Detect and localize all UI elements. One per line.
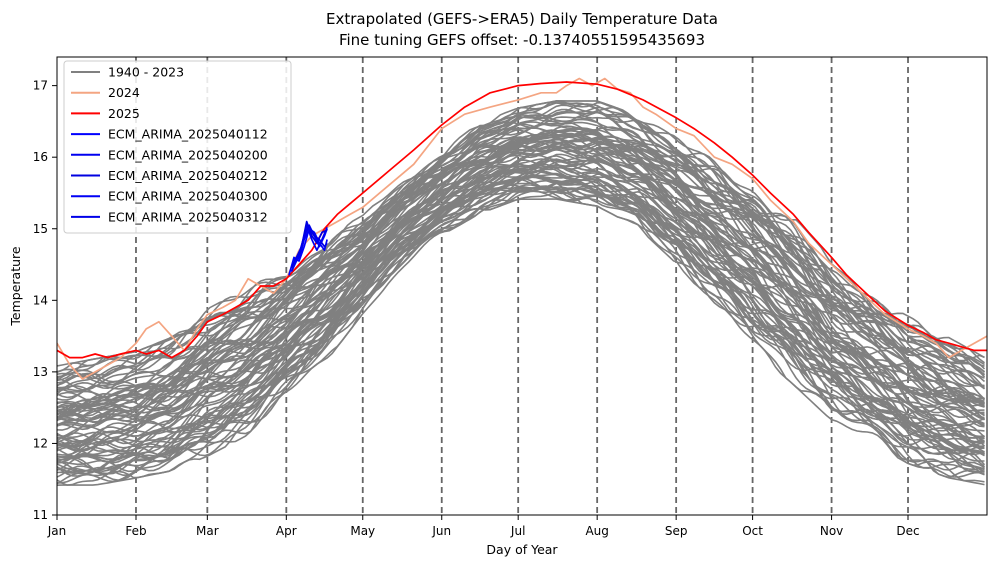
x-axis-ticks: Jan Feb Mar Apr May Jun Jul Aug Sep Oct Nov Dec (47, 515, 920, 538)
y-axis-ticks: 11 12 13 14 15 16 17 (33, 79, 57, 522)
legend-label: ECM_ARIMA_2025040212 (108, 168, 268, 183)
y-tick-label: 11 (33, 508, 48, 522)
historical-year-line (57, 101, 985, 367)
historical-year-line (57, 174, 985, 464)
x-tick-label: Feb (125, 524, 146, 538)
historical-year-line (57, 126, 986, 403)
chart-subtitle: Fine tuning GEFS offset: -0.137405515954… (339, 31, 705, 49)
x-tick-label: Sep (665, 524, 688, 538)
x-tick-label: Oct (742, 524, 763, 538)
series-line-ecm_arima_2025040312 (293, 224, 328, 262)
y-tick-label: 12 (33, 436, 48, 450)
historical-year-line (57, 185, 985, 477)
legend-box (63, 60, 292, 234)
historical-year-line (57, 154, 985, 440)
x-tick-label: Jun (431, 524, 451, 538)
historical-year-line (57, 159, 985, 443)
historical-year-line (57, 163, 985, 462)
plot-frame (56, 56, 988, 516)
x-tick-label: May (350, 524, 375, 538)
y-tick-label: 17 (33, 79, 48, 93)
x-tick-label: Apr (276, 524, 297, 538)
plot-area (57, 57, 987, 515)
y-tick-label: 13 (33, 365, 48, 379)
x-axis-label: Day of Year (486, 542, 558, 557)
legend-label: ECM_ARIMA_2025040200 (108, 147, 268, 162)
historical-year-line (57, 125, 985, 406)
y-axis-label: Temperature (8, 246, 23, 326)
x-tick-label: Nov (820, 524, 843, 538)
legend-items: 1940 - 2023 2024 2025 ECM_ARIMA_2025040112 E… (71, 65, 268, 224)
legend-label: ECM_ARIMA_2025040312 (108, 209, 268, 224)
series-line-2025 (57, 81, 987, 359)
x-tick-label: Jul (510, 524, 525, 538)
y-tick-label: 15 (33, 222, 48, 236)
series-lines (57, 77, 987, 380)
legend-label: 2024 (108, 85, 140, 100)
historical-year-line (57, 111, 985, 391)
historical-year-line (57, 100, 985, 373)
x-tick-label: Mar (196, 524, 219, 538)
y-tick-label: 16 (33, 150, 48, 164)
historical-year-line (57, 128, 985, 422)
chart-title: Extrapolated (GEFS->ERA5) Daily Temperat… (326, 10, 718, 28)
series-line-2024 (57, 77, 987, 380)
x-tick-label: Aug (585, 524, 608, 538)
historical-year-line (57, 127, 985, 414)
x-tick-label: Jan (47, 524, 67, 538)
legend-label: ECM_ARIMA_2025040300 (108, 189, 268, 204)
historical-year-line (57, 138, 985, 431)
historical-year-line (57, 117, 985, 399)
y-tick-label: 14 (33, 293, 48, 307)
legend: 1940 - 2023 2024 2025 ECM_ARIMA_2025040112 E… (63, 60, 292, 234)
legend-label: 2025 (108, 106, 140, 121)
x-tick-label: Dec (896, 524, 919, 538)
historical-lines (57, 100, 986, 486)
legend-label: ECM_ARIMA_2025040112 (108, 127, 268, 142)
legend-label: 1940 - 2023 (108, 65, 184, 80)
